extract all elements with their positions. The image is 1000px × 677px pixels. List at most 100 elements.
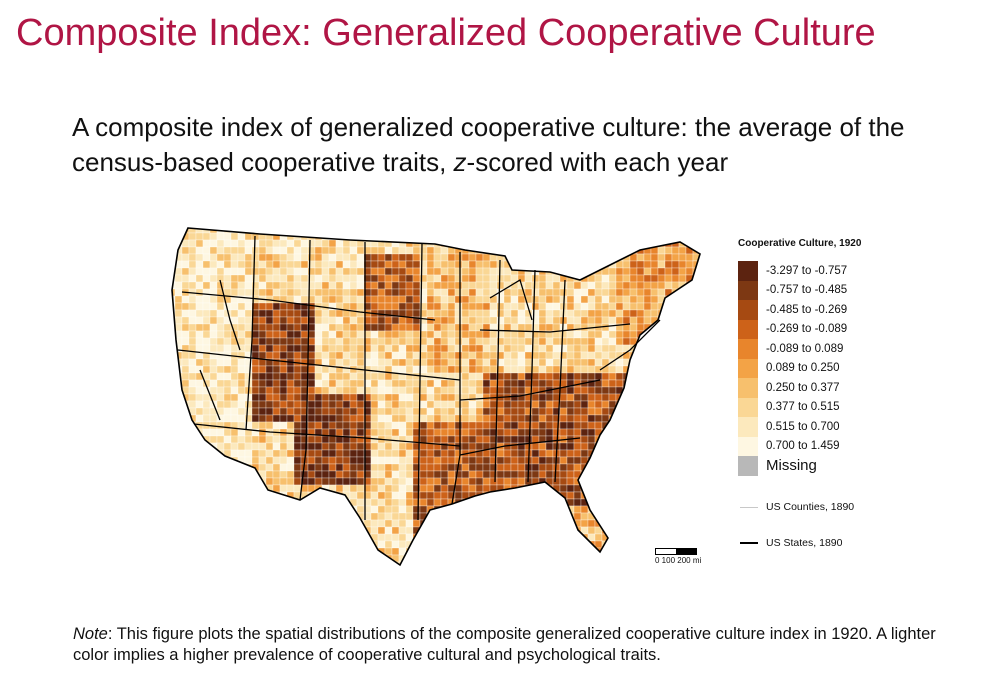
county-cell: [657, 330, 666, 339]
county-cell: [258, 323, 267, 332]
county-cell: [230, 393, 239, 402]
county-cell: [223, 393, 232, 402]
county-cell: [531, 239, 540, 248]
county-cell: [643, 400, 652, 409]
county-cell: [566, 442, 575, 451]
county-cell: [328, 526, 337, 535]
county-cell: [272, 365, 281, 374]
county-cell: [188, 561, 197, 565]
county-cell: [342, 295, 351, 304]
county-cell: [293, 365, 302, 374]
county-cell: [237, 288, 246, 297]
county-cell: [328, 547, 337, 556]
county-cell: [664, 463, 673, 472]
county-cell: [574, 569, 581, 576]
county-cell: [678, 442, 687, 451]
county-cell: [552, 358, 561, 367]
county-cell: [496, 246, 505, 255]
county-cell: [580, 428, 589, 437]
county-cell: [496, 526, 505, 535]
county-cell: [475, 407, 484, 416]
county-cell: [559, 267, 568, 276]
county-cell: [308, 569, 315, 576]
county-cell: [286, 547, 295, 556]
county-cell: [188, 379, 197, 388]
county-cell: [216, 267, 225, 276]
county-cell: [342, 281, 351, 290]
county-cell: [216, 302, 225, 311]
county-cell: [580, 232, 589, 241]
county-cell: [202, 253, 211, 262]
subtitle-text-1: A composite index of generalized coopera…: [72, 112, 905, 177]
county-cell: [300, 337, 309, 346]
county-cell: [517, 379, 526, 388]
county-cell: [251, 456, 260, 465]
county-cell: [707, 226, 714, 233]
county-cell: [615, 547, 624, 556]
county-cell: [608, 372, 617, 381]
county-cell: [510, 316, 519, 325]
county-cell: [419, 393, 428, 402]
county-cell: [195, 386, 204, 395]
county-cell: [244, 302, 253, 311]
county-cell: [328, 281, 337, 290]
county-cell: [573, 239, 582, 248]
county-cell: [356, 274, 365, 283]
county-cell: [608, 526, 617, 535]
county-cell: [230, 386, 239, 395]
county-cell: [629, 323, 638, 332]
county-cell: [622, 498, 631, 507]
county-cell: [447, 547, 456, 556]
county-cell: [468, 477, 477, 486]
county-cell: [573, 512, 582, 521]
county-cell: [707, 317, 714, 324]
county-cell: [398, 281, 407, 290]
county-cell: [608, 337, 617, 346]
county-cell: [209, 547, 218, 556]
county-cell: [258, 302, 267, 311]
county-cell: [552, 547, 561, 556]
county-cell: [517, 239, 526, 248]
county-cell: [531, 407, 540, 416]
county-cell: [573, 295, 582, 304]
county-cell: [510, 463, 519, 472]
county-cell: [454, 449, 463, 458]
county-cell: [279, 323, 288, 332]
county-cell: [615, 540, 624, 549]
county-cell: [370, 554, 379, 563]
county-cell: [545, 295, 554, 304]
legend-label: 0.250 to 0.377: [766, 381, 840, 394]
county-cell: [714, 527, 721, 534]
county-cell: [258, 288, 267, 297]
county-cell: [314, 407, 323, 416]
county-cell: [356, 421, 365, 430]
county-cell: [391, 519, 400, 528]
county-cell: [657, 526, 666, 535]
county-cell: [433, 512, 442, 521]
county-cell: [482, 239, 491, 248]
county-cell: [230, 239, 239, 248]
county-cell: [188, 505, 197, 514]
county-cell: [265, 228, 274, 234]
county-cell: [496, 309, 505, 318]
county-cell: [398, 232, 407, 241]
county-cell: [608, 393, 617, 402]
county-cell: [293, 274, 302, 283]
county-cell: [251, 533, 260, 542]
county-cell: [692, 512, 700, 521]
county-cell: [707, 380, 714, 387]
county-cell: [580, 442, 589, 451]
county-cell: [517, 414, 526, 423]
county-cell: [293, 442, 302, 451]
county-cell: [370, 253, 379, 262]
county-cell: [637, 569, 644, 576]
county-cell: [454, 309, 463, 318]
county-cell: [622, 540, 631, 549]
county-cell: [433, 435, 442, 444]
county-cell: [258, 449, 267, 458]
county-cell: [391, 428, 400, 437]
county-cell: [678, 428, 687, 437]
county-cell: [398, 421, 407, 430]
county-cell: [615, 484, 624, 493]
county-cell: [566, 232, 575, 241]
